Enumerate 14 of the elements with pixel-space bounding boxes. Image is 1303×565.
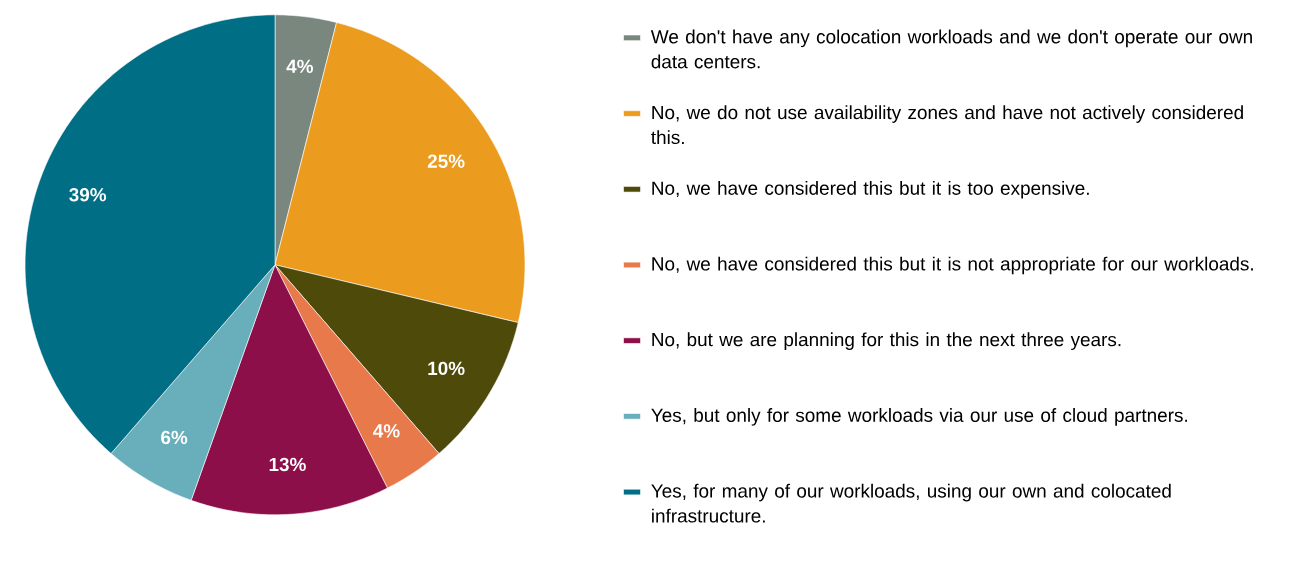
legend-label: No, we have considered this but it is too expensive.	[652, 181, 1089, 199]
legend-label: No, we have considered this but it is not appropriate for our workloads.	[652, 256, 1253, 275]
legend-label: We don't have any colocation workloads and we don't operate our own data centers.	[650, 29, 1252, 69]
data-label: 4%	[373, 424, 400, 438]
data-label: 13%	[269, 457, 306, 472]
data-label: 6%	[161, 430, 188, 445]
data-label: 25%	[427, 154, 465, 169]
data-label: 10%	[428, 361, 465, 376]
data-label: 4%	[286, 59, 314, 74]
legend-label: No, we do not use availability zones and have not actively considered this.	[651, 105, 1243, 145]
legend-label: No, but we are planning for this in the next three years.	[652, 332, 1121, 351]
legend-label: Yes, for many of our workloads, using our own and colocated infrastructure.	[651, 483, 1171, 523]
legend-label: Yes, but only for some workloads via our use of cloud partners.	[651, 408, 1187, 426]
data-label: 39%	[69, 188, 107, 202]
